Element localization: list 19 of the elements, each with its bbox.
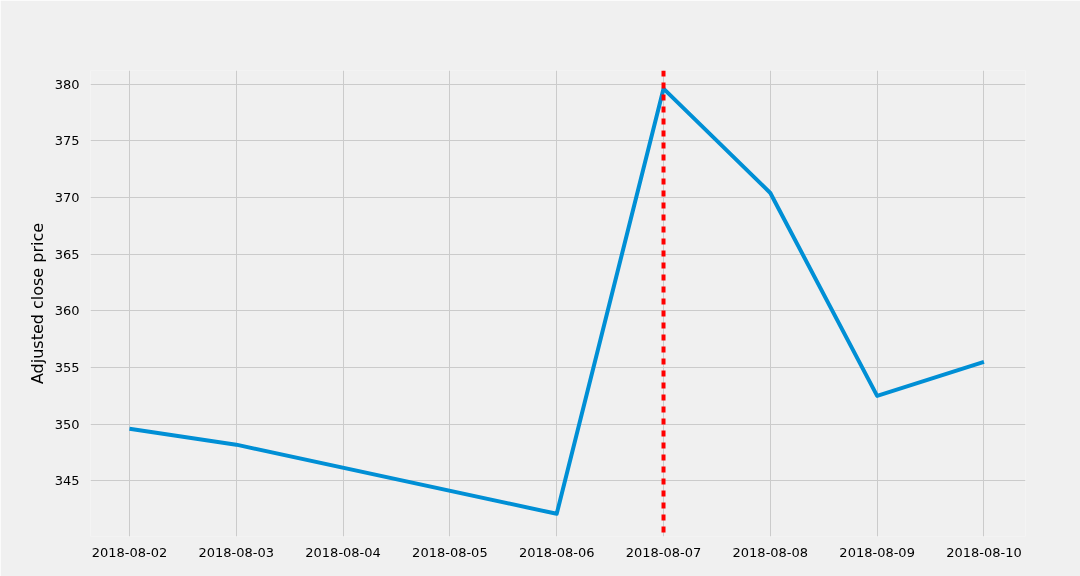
y-tick-label: 380: [54, 76, 80, 92]
y-tick-label: 345: [54, 473, 80, 489]
x-tick-label: 2018-08-06: [518, 544, 595, 560]
line-series: [127, 86, 986, 516]
y-tick-label: 375: [54, 133, 80, 149]
x-tick-label: 2018-08-07: [625, 544, 702, 560]
x-tick-label: 2018-08-08: [732, 544, 809, 560]
y-tick-label: 370: [54, 189, 80, 205]
y-tick-label: 360: [54, 303, 80, 319]
x-tick-label: 2018-08-09: [839, 544, 915, 560]
y-axis-title: Adjusted close price: [27, 222, 47, 385]
x-tick-label: 2018-08-04: [305, 544, 381, 560]
y-tick-label: 350: [54, 416, 80, 432]
x-tick-label: 2018-08-05: [412, 544, 488, 560]
y-tick-label: 365: [54, 246, 80, 262]
y-tick-label: 355: [54, 360, 80, 376]
x-tick-label: 2018-08-10: [946, 544, 1022, 560]
x-tick-label: 2018-08-03: [198, 544, 275, 560]
x-tick-label: 2018-08-02: [91, 544, 168, 560]
